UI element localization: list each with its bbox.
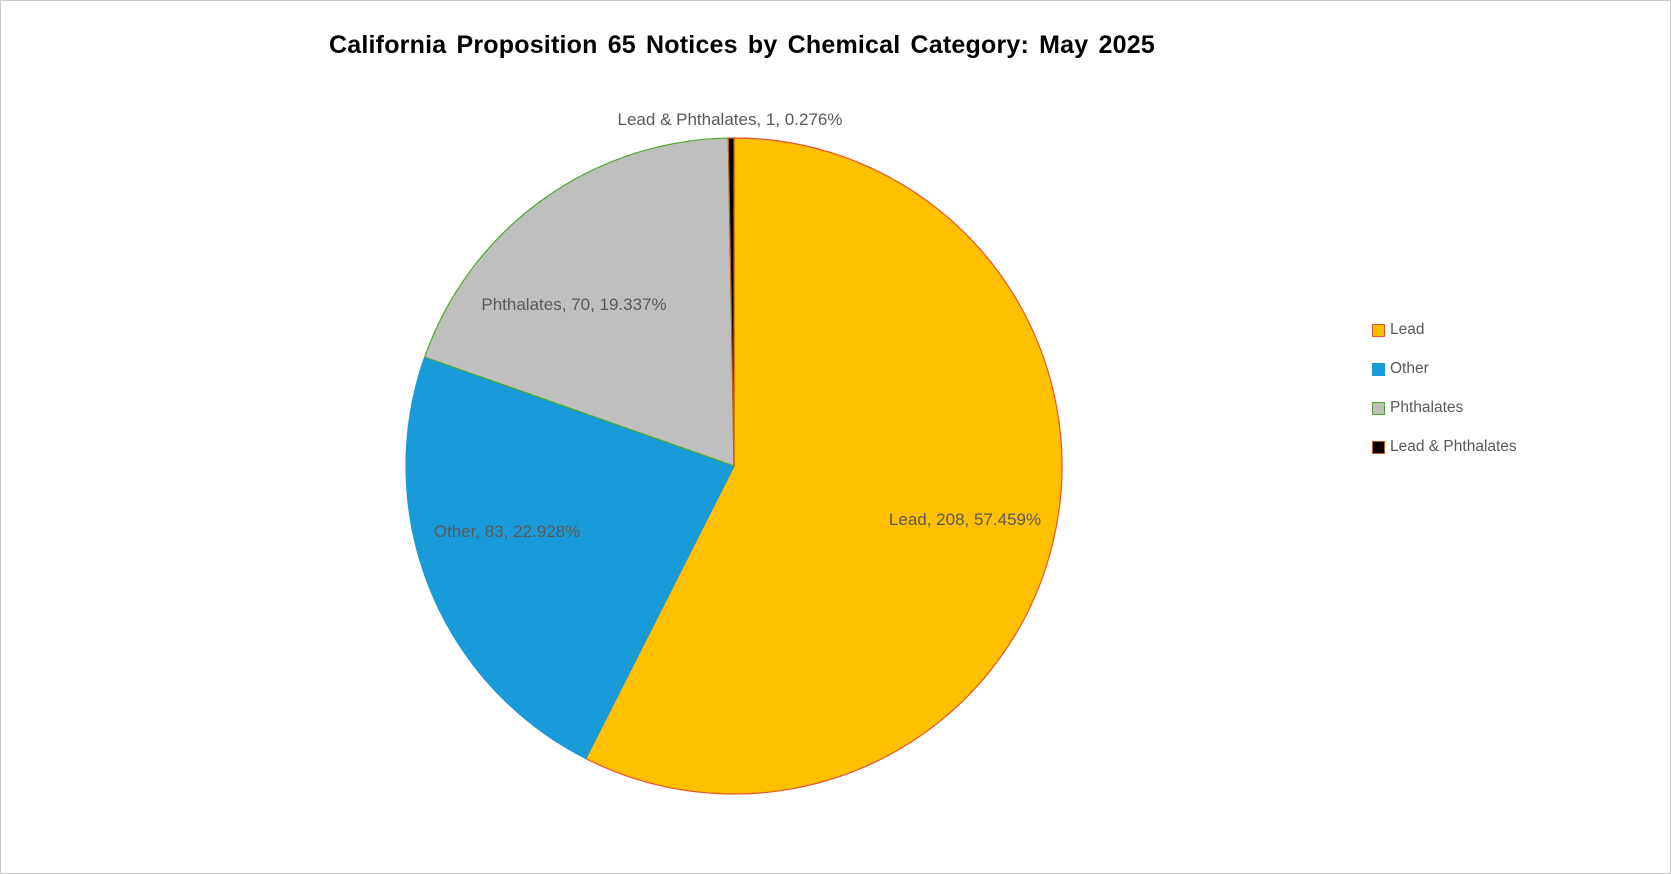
legend-swatch-lead	[1372, 323, 1385, 337]
legend-item-lead-phthalates: Lead & Phthalates	[1372, 436, 1517, 458]
pie-slice-phthalates	[424, 137, 735, 467]
legend-label-lead: Lead	[1390, 321, 1425, 338]
legend-label-other: Other	[1390, 360, 1429, 377]
pie-slice-lead-phthalates	[727, 137, 735, 467]
legend-item-lead: Lead	[1372, 319, 1517, 341]
legend-swatch-phthalates	[1372, 401, 1385, 415]
legend-label-lead-phthalates: Lead & Phthalates	[1390, 438, 1517, 455]
legend-item-phthalates: Phthalates	[1372, 397, 1517, 419]
legend-item-other: Other	[1372, 358, 1517, 380]
pie-slice-lead	[585, 137, 1063, 795]
legend-swatch-lead-phthalates	[1372, 440, 1385, 454]
chart-title: California Proposition 65 Notices by Che…	[329, 31, 1155, 59]
legend: Lead Other Phthalates Lead & Phthalates	[1372, 319, 1517, 458]
legend-label-phthalates: Phthalates	[1390, 399, 1464, 416]
legend-swatch-other	[1372, 362, 1385, 376]
pie-slice-other	[405, 356, 735, 760]
